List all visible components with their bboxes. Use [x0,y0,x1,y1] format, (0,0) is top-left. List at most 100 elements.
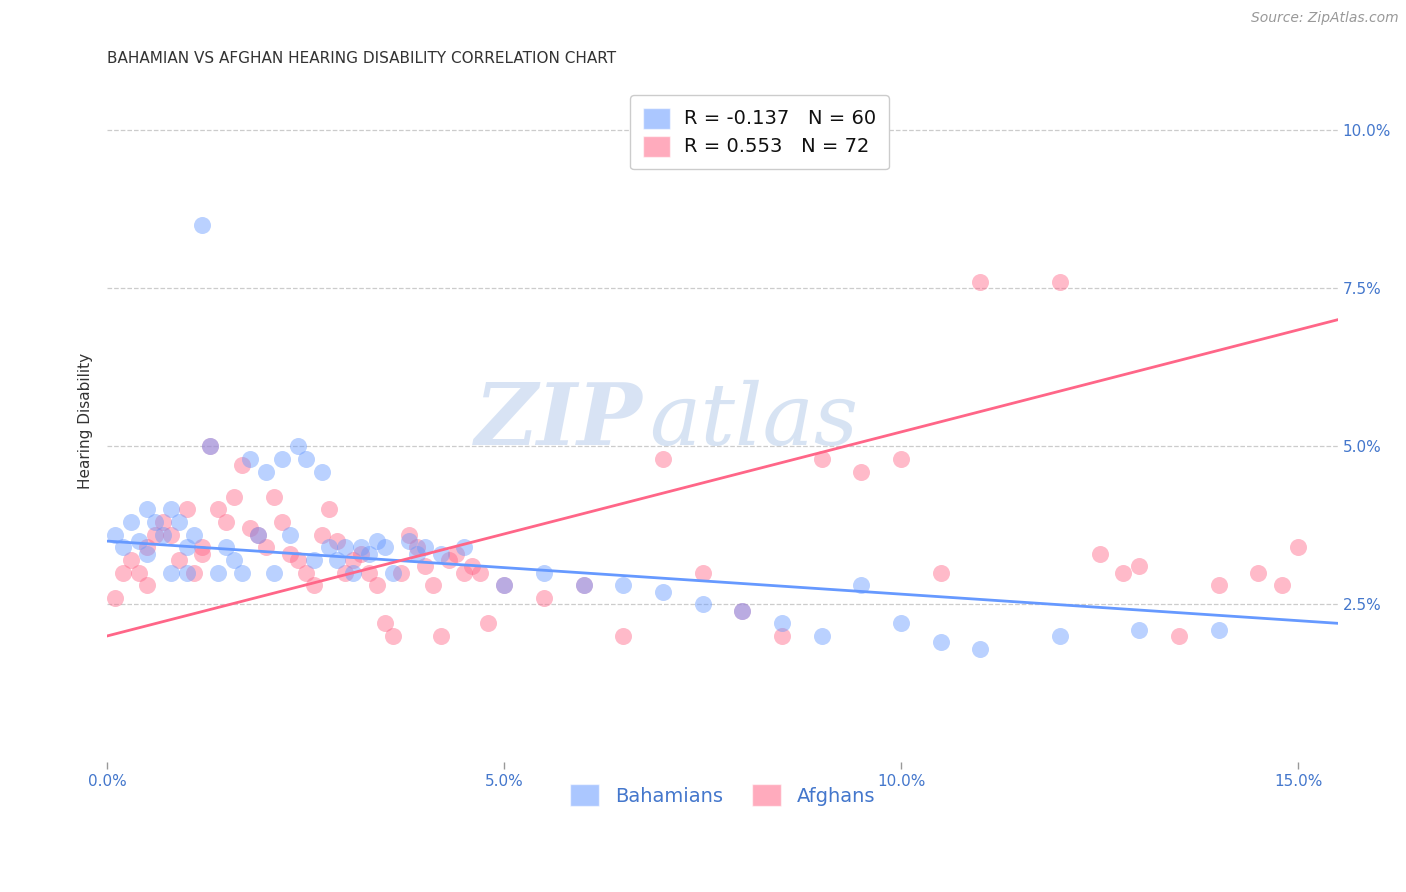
Point [770,616,793,631]
Point [263,566,285,580]
Legend: Bahamians, Afghans: Bahamians, Afghans [562,776,883,814]
Point [176,502,198,516]
Point [533,591,555,605]
Point [374,616,396,631]
Point [731,604,754,618]
Point [692,566,714,580]
Point [1088,547,1111,561]
Point [287,439,309,453]
Point [612,578,634,592]
Point [1049,629,1071,643]
Point [1128,559,1150,574]
Point [159,502,181,516]
Point [429,547,451,561]
Point [143,528,166,542]
Point [929,635,952,649]
Point [207,566,229,580]
Point [311,465,333,479]
Point [247,528,270,542]
Text: Source: ZipAtlas.com: Source: ZipAtlas.com [1251,11,1399,25]
Point [890,451,912,466]
Point [350,541,373,555]
Point [437,553,460,567]
Point [651,584,673,599]
Point [278,528,301,542]
Point [1168,629,1191,643]
Point [572,578,595,592]
Point [477,616,499,631]
Point [405,547,427,561]
Point [270,515,292,529]
Point [215,515,238,529]
Point [1049,275,1071,289]
Point [453,541,475,555]
Point [224,490,246,504]
Point [770,629,793,643]
Point [135,502,157,516]
Point [326,553,349,567]
Point [254,465,277,479]
Point [359,566,381,580]
Point [239,451,262,466]
Point [326,534,349,549]
Point [692,598,714,612]
Point [278,547,301,561]
Point [612,629,634,643]
Point [359,547,381,561]
Point [311,528,333,542]
Point [302,578,325,592]
Point [239,521,262,535]
Point [302,553,325,567]
Point [128,534,150,549]
Point [112,541,135,555]
Point [135,547,157,561]
Point [533,566,555,580]
Point [335,566,357,580]
Point [135,541,157,555]
Point [247,528,270,542]
Point [651,451,673,466]
Point [398,534,420,549]
Point [207,502,229,516]
Point [494,578,516,592]
Point [374,541,396,555]
Point [342,566,364,580]
Point [422,578,444,592]
Point [294,566,316,580]
Point [159,528,181,542]
Point [1271,578,1294,592]
Point [366,534,388,549]
Point [215,541,238,555]
Point [135,578,157,592]
Point [152,528,174,542]
Point [389,566,412,580]
Point [318,502,340,516]
Point [413,559,436,574]
Point [200,439,222,453]
Point [176,541,198,555]
Point [969,275,991,289]
Point [405,541,427,555]
Point [810,629,832,643]
Point [398,528,420,542]
Point [191,541,214,555]
Point [335,541,357,555]
Point [183,566,205,580]
Point [1112,566,1135,580]
Point [143,515,166,529]
Point [128,566,150,580]
Point [104,591,127,605]
Point [810,451,832,466]
Point [453,566,475,580]
Point [381,566,404,580]
Y-axis label: Hearing Disability: Hearing Disability [79,353,93,489]
Point [159,566,181,580]
Point [461,559,484,574]
Point [929,566,952,580]
Point [191,547,214,561]
Point [191,218,214,232]
Point [731,604,754,618]
Point [1286,541,1309,555]
Text: atlas: atlas [648,380,858,462]
Point [120,553,142,567]
